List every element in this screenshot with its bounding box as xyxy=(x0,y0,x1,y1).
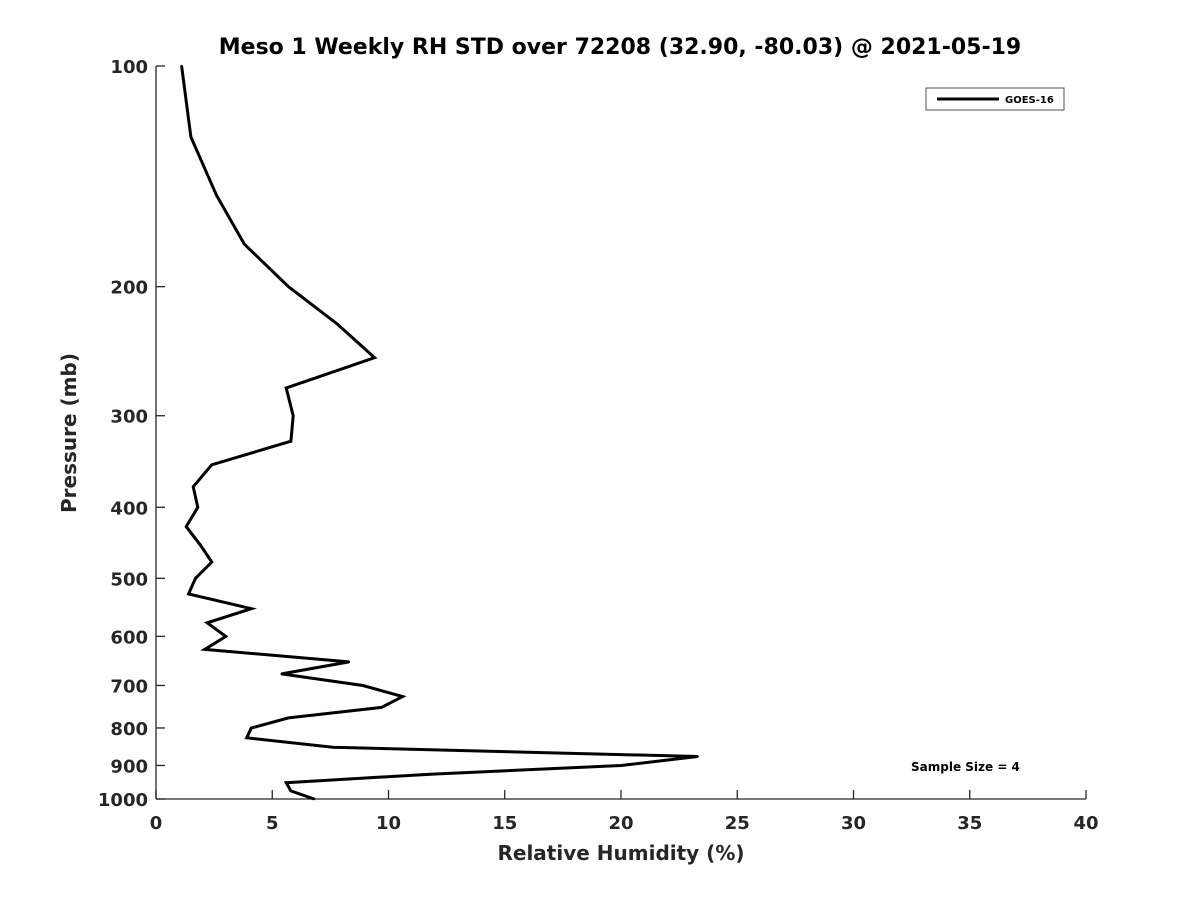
data-point xyxy=(210,560,213,564)
data-point xyxy=(203,648,206,651)
data-point xyxy=(206,621,209,624)
data-point xyxy=(401,695,404,698)
data-point xyxy=(280,672,283,676)
y-tick-label: 400 xyxy=(110,498,148,519)
legend-label-goes-16: GOES-16 xyxy=(1005,95,1054,106)
data-point xyxy=(361,684,365,687)
data-point xyxy=(331,746,334,749)
data-point xyxy=(185,525,188,528)
y-tick-label: 500 xyxy=(110,569,148,590)
axes xyxy=(155,66,1086,800)
data-point xyxy=(292,414,295,417)
y-tick-label: 1000 xyxy=(98,790,148,811)
series-group xyxy=(180,64,699,801)
data-point xyxy=(187,592,190,596)
data-point xyxy=(180,64,183,68)
x-tick-label: 0 xyxy=(150,813,163,834)
data-point xyxy=(287,285,290,288)
data-point xyxy=(287,716,290,720)
data-point xyxy=(250,607,253,610)
x-tick-label: 15 xyxy=(492,813,517,834)
series-line-goes-16 xyxy=(180,65,698,801)
data-point xyxy=(189,135,193,139)
x-axis-label: Relative Humidity (%) xyxy=(497,841,744,865)
data-point xyxy=(196,506,199,509)
x-tick-label: 35 xyxy=(957,813,982,834)
data-point xyxy=(429,773,432,776)
data-point xyxy=(619,764,623,767)
y-tick-label: 100 xyxy=(110,57,148,78)
x-ticks: 0 5 10 15 20 25 30 35 40 xyxy=(150,790,1099,834)
data-point xyxy=(373,356,376,359)
x-tick-label: 10 xyxy=(376,813,401,834)
y-tick-label: 800 xyxy=(110,719,148,740)
data-point xyxy=(215,193,218,197)
data-point xyxy=(289,789,293,793)
x-tick-label: 25 xyxy=(725,813,750,834)
chart-title: Meso 1 Weekly RH STD over 72208 (32.90, … xyxy=(219,35,1021,60)
x-tick-label: 30 xyxy=(841,813,866,834)
x-tick-label: 20 xyxy=(608,813,633,834)
y-tick-label: 900 xyxy=(110,756,148,777)
data-point xyxy=(210,463,213,466)
data-point xyxy=(312,797,316,801)
data-point xyxy=(347,660,351,664)
data-point xyxy=(243,242,246,246)
data-point xyxy=(194,577,197,580)
y-tick-label: 600 xyxy=(110,627,148,648)
data-point xyxy=(289,440,293,443)
data-point xyxy=(285,386,288,390)
data-point xyxy=(250,726,253,730)
x-tick-label: 5 xyxy=(266,813,279,834)
y-tick-label: 700 xyxy=(110,676,148,697)
y-axis-label: Pressure (mb) xyxy=(57,353,81,513)
y-tick-label: 300 xyxy=(110,407,148,428)
data-point xyxy=(380,706,383,709)
data-point xyxy=(245,736,248,739)
sample-size-annotation: Sample Size = 4 xyxy=(911,760,1020,774)
data-point xyxy=(199,543,202,546)
data-point xyxy=(696,755,699,758)
data-point xyxy=(192,485,195,488)
legend: GOES-16 xyxy=(925,87,1065,111)
y-tick-label: 200 xyxy=(110,278,148,299)
data-point xyxy=(336,322,339,326)
data-point xyxy=(224,635,227,638)
data-point xyxy=(285,781,288,784)
y-ticks: 100 200 300 400 500 600 700 800 900 1000 xyxy=(98,57,165,811)
x-tick-label: 40 xyxy=(1073,813,1098,834)
